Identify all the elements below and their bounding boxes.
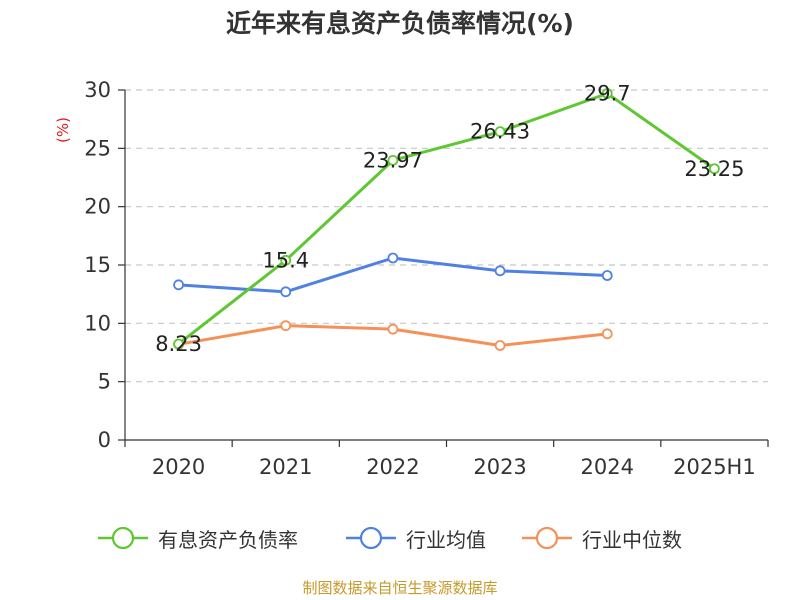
axes: 0 5 10 15 20 25 30 2020 2021 2022 2023 2024 2025H1 (%… (54, 78, 769, 479)
legend-label: 有息资产负债率 (158, 527, 298, 552)
y-tick-label: 10 (84, 311, 111, 335)
data-point (387, 154, 399, 166)
y-tick-label: 0 (98, 428, 111, 452)
legend-label: 行业中位数 (582, 527, 682, 552)
y-tick-label: 30 (84, 78, 111, 102)
data-point (173, 338, 184, 350)
data-point (387, 323, 399, 335)
y-axis-label: (%) (54, 117, 72, 143)
data-label: 15.4 (262, 248, 309, 272)
y-tick-label: 25 (84, 136, 111, 160)
data-point (494, 340, 506, 351)
source-note: 制图数据来自恒生聚源数据库 (302, 579, 498, 597)
data-point (280, 254, 292, 266)
y-tick-label: 15 (84, 253, 111, 277)
data-point (173, 279, 184, 291)
legend: 有息资产负债率 行业均值 行业中位数 (0, 518, 800, 558)
x-tick-label: 2023 (473, 455, 526, 479)
x-tick-label: 2022 (366, 455, 419, 479)
legend-item: 行业均值 (346, 518, 486, 558)
legend-marker (359, 526, 383, 550)
data-point (601, 328, 613, 340)
data-label: 8.23 (155, 332, 202, 356)
legend-marker (111, 526, 135, 550)
legend-marker (535, 526, 559, 550)
chart-title: 近年来有息资产负债率情况(%) (226, 9, 574, 38)
data-label: 29.7 (584, 82, 631, 106)
data-label: 23.97 (363, 148, 423, 172)
legend-line-circle-icon (522, 526, 572, 550)
series-line (177, 92, 716, 346)
x-tick-label: 2021 (259, 455, 312, 479)
data-point (280, 320, 292, 332)
data-point (494, 126, 506, 138)
data-point (494, 265, 506, 277)
legend-item: 行业中位数 (522, 518, 682, 558)
y-tick-label: 5 (98, 370, 111, 394)
data-label: 23.25 (684, 157, 744, 181)
data-point (601, 88, 613, 99)
legend-line-circle-icon (346, 526, 396, 550)
data-labels: 8.23 15.4 23.97 26.43 29.7 23.25 (155, 82, 744, 356)
data-point (709, 163, 720, 175)
y-tick-label: 20 (84, 195, 111, 219)
series-lines (173, 88, 720, 351)
x-tick-label: 2025H1 (673, 455, 756, 479)
legend-item: 有息资产负债率 (98, 518, 298, 558)
data-point (280, 286, 292, 298)
data-label: 26.43 (470, 120, 530, 144)
x-tick-label: 2020 (152, 455, 205, 479)
legend-label: 行业均值 (406, 527, 486, 552)
data-point (601, 270, 613, 281)
legend-line-circle-icon (98, 526, 148, 550)
x-tick-label: 2024 (581, 455, 634, 479)
data-point (387, 252, 399, 264)
